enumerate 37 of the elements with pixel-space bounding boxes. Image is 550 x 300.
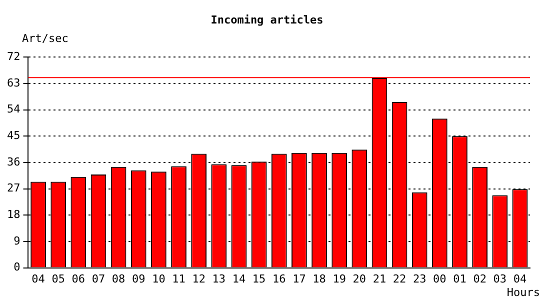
x-tick-label: 08: [112, 272, 126, 286]
y-tick-label: 18: [6, 208, 20, 222]
y-tick-label: 72: [6, 50, 20, 64]
x-tick-label: 21: [372, 272, 386, 286]
x-tick-label: 14: [232, 272, 246, 286]
x-tick-label: 17: [292, 272, 306, 286]
x-tick-label: 05: [52, 272, 65, 286]
y-tick-label: 27: [6, 182, 20, 195]
x-tick-label: 10: [152, 272, 166, 286]
x-tick-label: 18: [312, 272, 326, 286]
x-tick-label: 02: [473, 272, 486, 286]
x-tick-label: 20: [352, 272, 366, 286]
x-tick-label: 16: [272, 272, 286, 286]
x-tick-label: 06: [72, 272, 86, 286]
y-tick-label: 36: [6, 155, 20, 168]
y-tick-label: 0: [14, 260, 20, 274]
x-tick-label: 04: [32, 272, 46, 286]
x-tick-label: 01: [453, 272, 466, 286]
y-axis-title: Art/sec: [22, 32, 68, 45]
y-tick-label: 9: [14, 234, 20, 248]
x-tick-label: 12: [192, 272, 206, 286]
x-tick-label: 00: [433, 272, 446, 286]
x-tick-label: 11: [172, 272, 186, 286]
x-tick-label: 07: [92, 272, 106, 286]
x-tick-label: 03: [493, 272, 507, 286]
chart-title: Incoming articles: [210, 13, 324, 26]
x-tick-label: 15: [252, 272, 266, 286]
x-tick-label: 09: [132, 272, 146, 286]
x-axis-title: Hours: [506, 286, 540, 299]
y-tick-label: 63: [6, 76, 20, 90]
x-tick-label: 04: [513, 272, 527, 286]
x-tick-label: 19: [332, 272, 346, 286]
x-tick-label: 13: [212, 272, 226, 286]
y-tick-label: 45: [6, 129, 20, 142]
x-tick-label: 23: [412, 272, 426, 286]
y-tick-label: 54: [6, 102, 21, 116]
x-tick-label: 22: [392, 272, 406, 286]
